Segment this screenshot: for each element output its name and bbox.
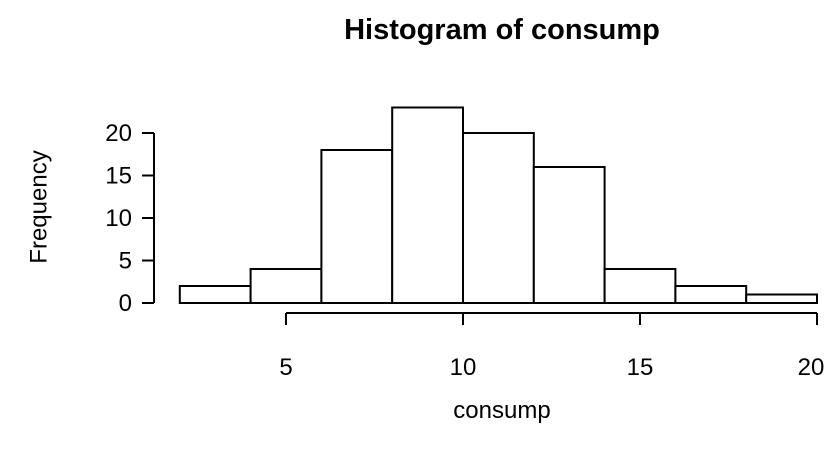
histogram-bar-1 (178, 285, 252, 304)
histogram-bar-8 (674, 285, 748, 304)
histogram-bar-7 (603, 268, 677, 304)
histogram-bar-4 (391, 106, 465, 304)
histogram-bar-3 (320, 149, 394, 304)
y-axis: 0 5 10 15 20 (105, 120, 155, 317)
histogram-bar-6 (532, 166, 606, 304)
y-tick-label: 10 (105, 205, 132, 232)
y-tick-label: 20 (105, 120, 132, 147)
x-tick-label: 20 (798, 354, 825, 381)
x-tick-label: 5 (279, 354, 292, 381)
x-axis-label: consump (453, 397, 550, 424)
y-tick-label: 0 (119, 290, 132, 317)
y-tick-label: 15 (105, 163, 132, 190)
x-tick-label: 10 (450, 354, 477, 381)
histogram-bar-2 (249, 268, 323, 304)
y-axis-label: Frequency (25, 150, 52, 263)
bars-group (178, 106, 819, 304)
chart-title: Histogram of consump (344, 14, 660, 46)
x-axis: 5 10 15 20 (279, 312, 825, 381)
histogram-bar-9 (745, 293, 819, 304)
x-tick-label: 15 (627, 354, 654, 381)
y-tick-label: 5 (119, 248, 132, 275)
histogram-bar-5 (462, 132, 535, 304)
